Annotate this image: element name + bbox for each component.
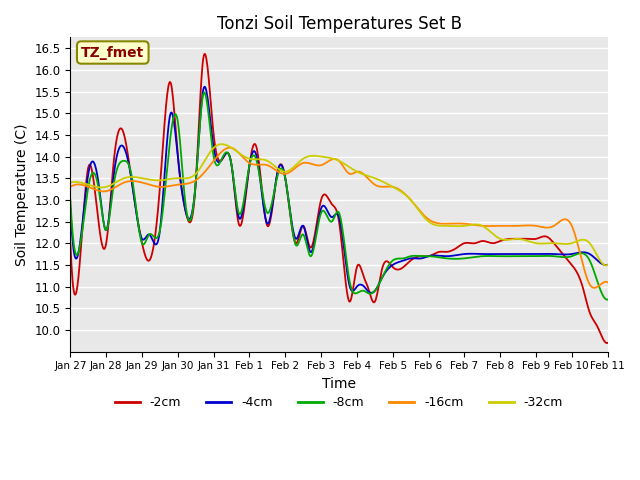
-32cm [602, 263, 610, 268]
-16cm [496, 223, 504, 229]
-16cm [122, 179, 129, 185]
-32cm [436, 223, 444, 228]
-2cm [284, 196, 292, 202]
-4cm [496, 251, 504, 257]
-2cm [604, 340, 611, 346]
-4cm [304, 240, 312, 245]
-4cm [122, 147, 129, 153]
-16cm [284, 170, 292, 176]
-2cm [486, 240, 493, 246]
-32cm [67, 180, 74, 185]
-16cm [227, 145, 234, 151]
-2cm [604, 340, 611, 346]
Line: -4cm: -4cm [70, 87, 607, 293]
-32cm [486, 228, 493, 234]
-8cm [496, 253, 504, 259]
Legend: -2cm, -4cm, -8cm, -16cm, -32cm: -2cm, -4cm, -8cm, -16cm, -32cm [110, 391, 568, 414]
-2cm [436, 249, 444, 255]
-16cm [67, 184, 74, 190]
-8cm [436, 254, 444, 260]
-2cm [496, 239, 504, 244]
-4cm [368, 290, 376, 296]
-32cm [218, 141, 225, 147]
-4cm [284, 194, 292, 200]
Text: TZ_fmet: TZ_fmet [81, 46, 145, 60]
Line: -32cm: -32cm [70, 144, 607, 265]
-32cm [304, 154, 312, 159]
-8cm [200, 90, 208, 96]
-8cm [284, 194, 292, 200]
-4cm [604, 262, 611, 268]
Y-axis label: Soil Temperature (C): Soil Temperature (C) [15, 123, 29, 266]
Title: Tonzi Soil Temperatures Set B: Tonzi Soil Temperatures Set B [216, 15, 461, 33]
-16cm [486, 223, 493, 229]
-4cm [201, 84, 209, 90]
-2cm [67, 240, 74, 246]
-8cm [604, 297, 611, 302]
X-axis label: Time: Time [322, 377, 356, 391]
-16cm [604, 279, 611, 285]
-16cm [436, 221, 444, 227]
-16cm [304, 160, 312, 166]
-4cm [67, 205, 74, 211]
Line: -8cm: -8cm [70, 93, 607, 300]
-8cm [486, 253, 493, 259]
-8cm [604, 297, 611, 302]
-2cm [304, 237, 312, 242]
-32cm [604, 262, 611, 268]
-16cm [590, 285, 598, 291]
-4cm [436, 253, 444, 259]
-2cm [201, 51, 209, 57]
-32cm [284, 168, 292, 174]
Line: -16cm: -16cm [70, 148, 607, 288]
-32cm [122, 175, 129, 180]
Line: -2cm: -2cm [70, 54, 607, 343]
-8cm [304, 246, 312, 252]
-32cm [496, 236, 504, 241]
-8cm [67, 197, 74, 203]
-2cm [122, 137, 129, 143]
-4cm [486, 251, 494, 257]
-8cm [122, 158, 129, 164]
